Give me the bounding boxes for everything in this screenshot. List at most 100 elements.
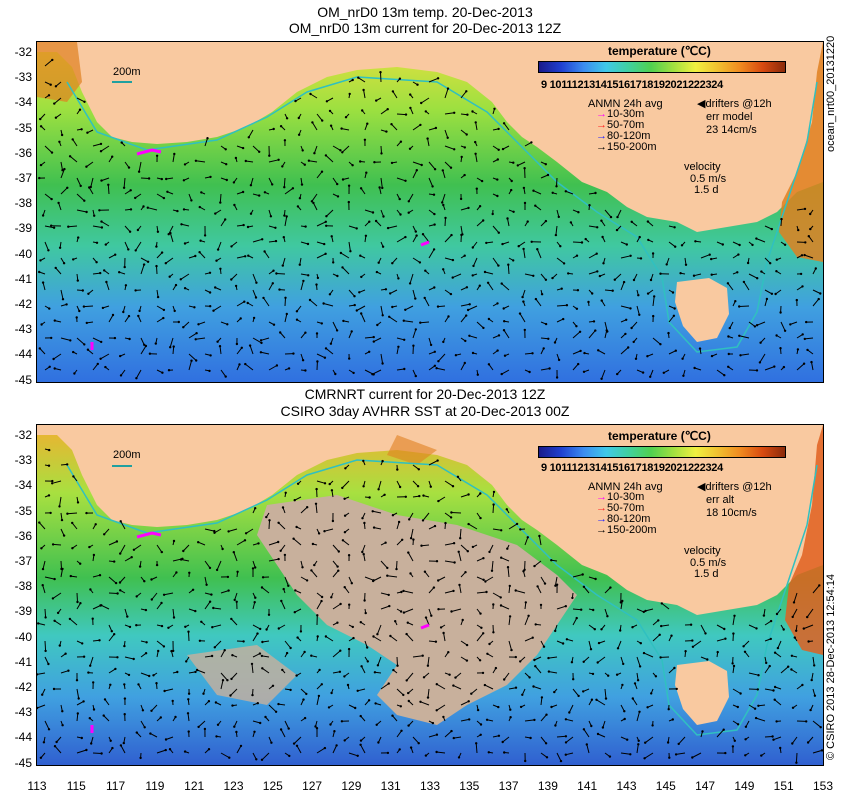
current-arrow-head: [402, 611, 406, 614]
current-arrow-head: [132, 657, 135, 661]
current-arrow-head: [555, 185, 558, 188]
current-arrow-head: [386, 226, 390, 230]
current-arrow-head: [577, 694, 580, 698]
lon-tick-label: 131: [380, 779, 401, 793]
current-arrow-head: [283, 139, 287, 142]
australia-land: [37, 425, 823, 615]
current-arrow-head: [470, 692, 473, 695]
current-arrow: [732, 688, 741, 694]
current-arrow: [58, 202, 62, 211]
current-arrow: [538, 535, 542, 546]
current-arrow-head: [324, 154, 328, 157]
current-arrow-head: [422, 676, 426, 679]
current-arrow-head: [435, 367, 438, 370]
current-arrow-head: [447, 651, 450, 654]
current-arrow: [700, 254, 710, 259]
lon-tick-label: 139: [537, 779, 558, 793]
current-arrow-head: [710, 273, 713, 276]
depth-band-arrow-icon: →: [596, 491, 607, 503]
current-arrow-head: [576, 289, 580, 292]
current-arrow-head: [82, 655, 86, 658]
current-arrow-head: [63, 167, 66, 171]
current-arrow-head: [736, 723, 740, 726]
current-arrow-head: [263, 191, 267, 194]
current-arrow: [252, 145, 260, 153]
current-arrow-head: [350, 582, 353, 585]
current-arrow-head: [588, 204, 591, 207]
depth-band-label: →50-70m: [596, 502, 645, 514]
current-arrow: [396, 177, 406, 182]
current-arrow-head: [450, 610, 453, 613]
current-arrow-head: [169, 346, 172, 349]
current-arrow-head: [281, 264, 284, 267]
current-arrow-head: [391, 262, 394, 265]
current-arrow-head: [49, 83, 52, 86]
current-arrow-head: [404, 113, 408, 116]
current-arrow: [107, 184, 110, 195]
current-arrow-head: [460, 233, 463, 237]
current-arrow: [120, 745, 126, 754]
current-arrow-head: [210, 593, 213, 596]
current-arrow-head: [546, 173, 550, 177]
current-arrow-head: [514, 589, 517, 592]
current-arrow-head: [295, 525, 298, 529]
current-arrow: [326, 209, 334, 217]
current-arrow-head: [555, 376, 559, 379]
current-arrow-head: [165, 177, 168, 181]
current-arrow-head: [68, 617, 72, 621]
current-arrow-head: [509, 716, 512, 719]
current-arrow-head: [208, 291, 212, 294]
current-arrow: [755, 717, 766, 722]
current-arrow: [140, 720, 146, 728]
current-arrow-head: [305, 579, 309, 582]
current-arrow-head: [323, 356, 327, 359]
current-arrow-head: [615, 228, 619, 232]
current-arrow-head: [819, 292, 822, 295]
current-arrow-head: [463, 254, 466, 257]
current-arrow-head: [608, 755, 612, 758]
current-arrow-head: [99, 271, 102, 275]
current-arrow-head: [391, 514, 395, 517]
current-arrow-head: [449, 292, 453, 296]
current-arrow-head: [779, 311, 782, 314]
current-arrow-head: [54, 266, 57, 270]
current-arrow: [716, 369, 725, 376]
current-arrow-head: [263, 250, 266, 253]
current-arrow-head: [674, 349, 677, 352]
current-arrow-head: [412, 538, 415, 541]
current-arrow-head: [249, 184, 253, 187]
current-arrow-head: [38, 270, 41, 274]
current-arrow-head: [391, 305, 394, 309]
current-arrow-head: [681, 357, 684, 360]
current-arrow-head: [183, 242, 187, 245]
current-arrow-head: [208, 600, 212, 603]
current-arrow-head: [578, 330, 582, 333]
current-arrow: [76, 97, 85, 103]
current-arrow-head: [71, 138, 74, 141]
current-arrow-head: [596, 270, 599, 273]
current-arrow-head: [224, 148, 227, 151]
current-arrow-head: [381, 362, 384, 365]
current-arrow: [147, 207, 158, 211]
current-arrow-head: [208, 271, 212, 274]
current-arrow-head: [632, 278, 636, 282]
current-arrow-head: [619, 629, 622, 632]
current-arrow-head: [659, 272, 662, 275]
current-arrow: [260, 337, 270, 341]
current-arrow: [124, 608, 128, 617]
current-arrow: [565, 190, 574, 195]
current-arrow-head: [651, 724, 654, 727]
current-arrow-head: [432, 586, 436, 589]
current-arrow: [268, 520, 270, 530]
east-warm-water: [779, 42, 823, 262]
current-arrow-head: [501, 147, 505, 151]
current-arrow-head: [93, 214, 96, 217]
current-arrow: [524, 615, 530, 626]
current-arrow: [133, 544, 142, 551]
current-arrow-head: [234, 156, 238, 160]
lat-tick-label: -40: [14, 629, 32, 644]
current-arrow-head: [310, 569, 313, 572]
current-arrow: [507, 218, 510, 227]
current-arrow: [156, 602, 162, 610]
current-arrow: [500, 605, 510, 610]
